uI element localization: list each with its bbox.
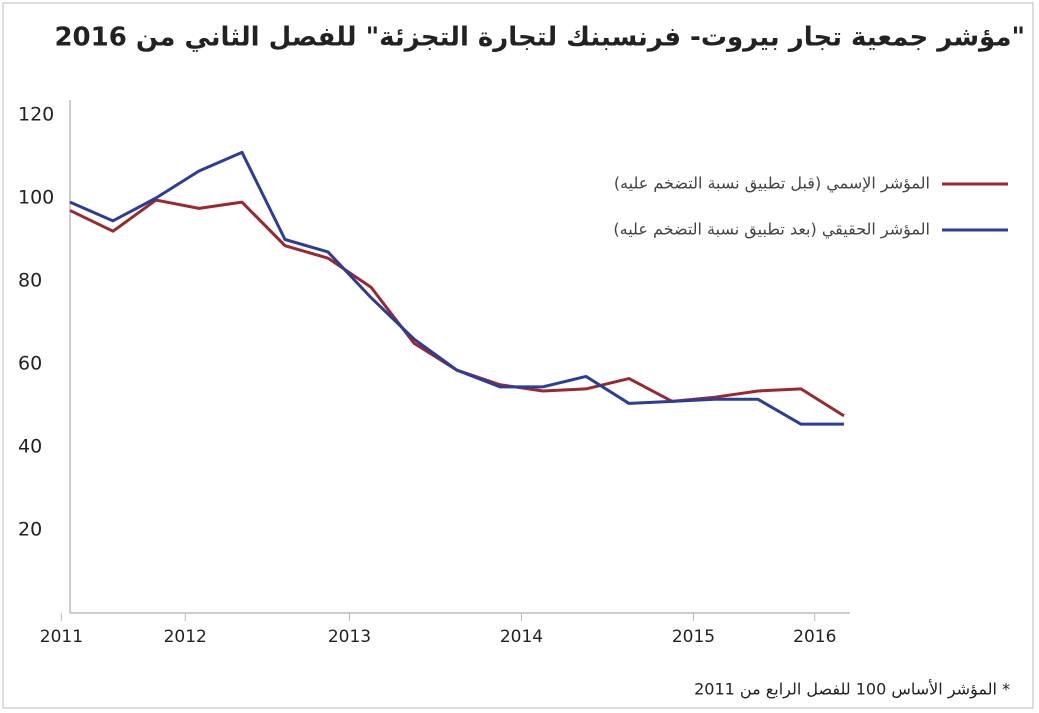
legend-label: المؤشر الحقيقي (بعد تطبيق نسبة التضخم عل… — [613, 220, 930, 240]
y-tick-label: 40 — [18, 436, 42, 458]
x-tick-label: 2014 — [500, 627, 543, 647]
legend-label: المؤشر الإسمي (قبل تطبيق نسبة التضخم علي… — [614, 174, 930, 194]
x-tick-label: 2012 — [164, 627, 207, 647]
series-line — [69, 150, 844, 426]
y-tick-label: 20 — [18, 519, 42, 541]
x-tick-label: 2011 — [40, 627, 83, 647]
x-tick-label: 2013 — [328, 627, 371, 647]
y-tick-label: 100 — [18, 187, 54, 209]
chart-title: "مؤشر جمعية تجار بيروت- فرنسبنك لتجارة ا… — [54, 23, 1025, 53]
x-tick-label: 2015 — [672, 627, 715, 647]
y-tick-label: 120 — [18, 104, 54, 126]
x-tick-label: 2016 — [793, 627, 836, 647]
y-tick-label: 60 — [18, 353, 42, 375]
footnote: * المؤشر الأساس 100 للفصل الرابع من 2011 — [694, 679, 1010, 700]
y-tick-label: 80 — [18, 270, 42, 292]
